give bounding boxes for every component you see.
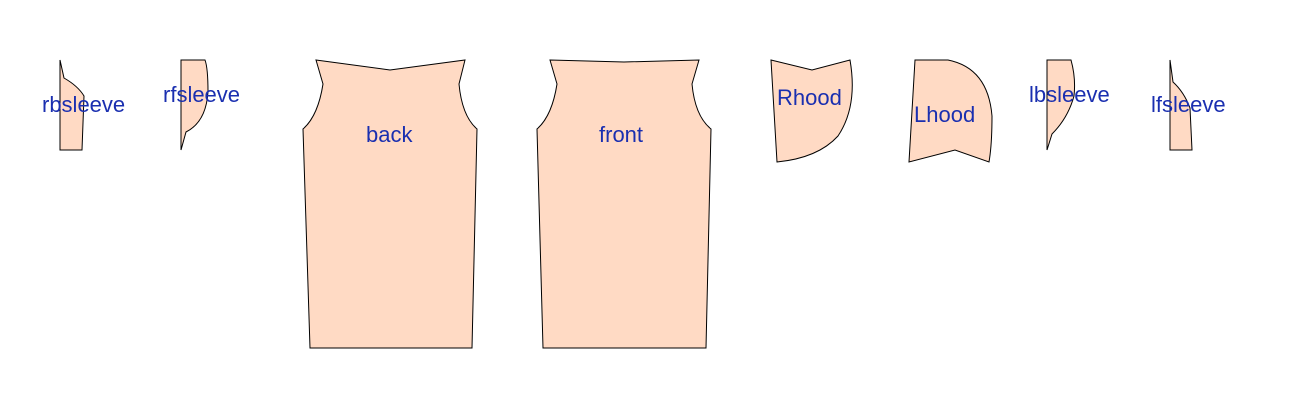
front-label: front [599,122,643,147]
lhood-label: Lhood [914,102,975,127]
piece-rbsleeve[interactable]: rbsleeve [42,59,125,151]
piece-front[interactable]: front [536,59,712,349]
front-shape[interactable] [536,59,712,349]
piece-rhood[interactable]: Rhood [770,59,853,163]
piece-lhood[interactable]: Lhood [908,59,993,163]
rhood-label: Rhood [777,85,842,110]
piece-lbsleeve[interactable]: lbsleeve [1029,59,1110,151]
lbsleeve-label: lbsleeve [1029,82,1110,107]
rbsleeve-shape[interactable] [59,59,85,151]
back-label: back [366,122,413,147]
rfsleeve-shape[interactable] [180,59,209,151]
back-shape[interactable] [302,59,478,349]
lfsleeve-label: lfsleeve [1151,92,1226,117]
rbsleeve-label: rbsleeve [42,92,125,117]
rhood-shape[interactable] [770,59,853,163]
lbsleeve-shape[interactable] [1046,59,1076,151]
lhood-shape[interactable] [908,59,993,163]
piece-rfsleeve[interactable]: rfsleeve [163,59,240,151]
piece-back[interactable]: back [302,59,478,349]
lfsleeve-shape[interactable] [1169,59,1193,151]
rfsleeve-label: rfsleeve [163,82,240,107]
piece-lfsleeve[interactable]: lfsleeve [1151,59,1226,151]
